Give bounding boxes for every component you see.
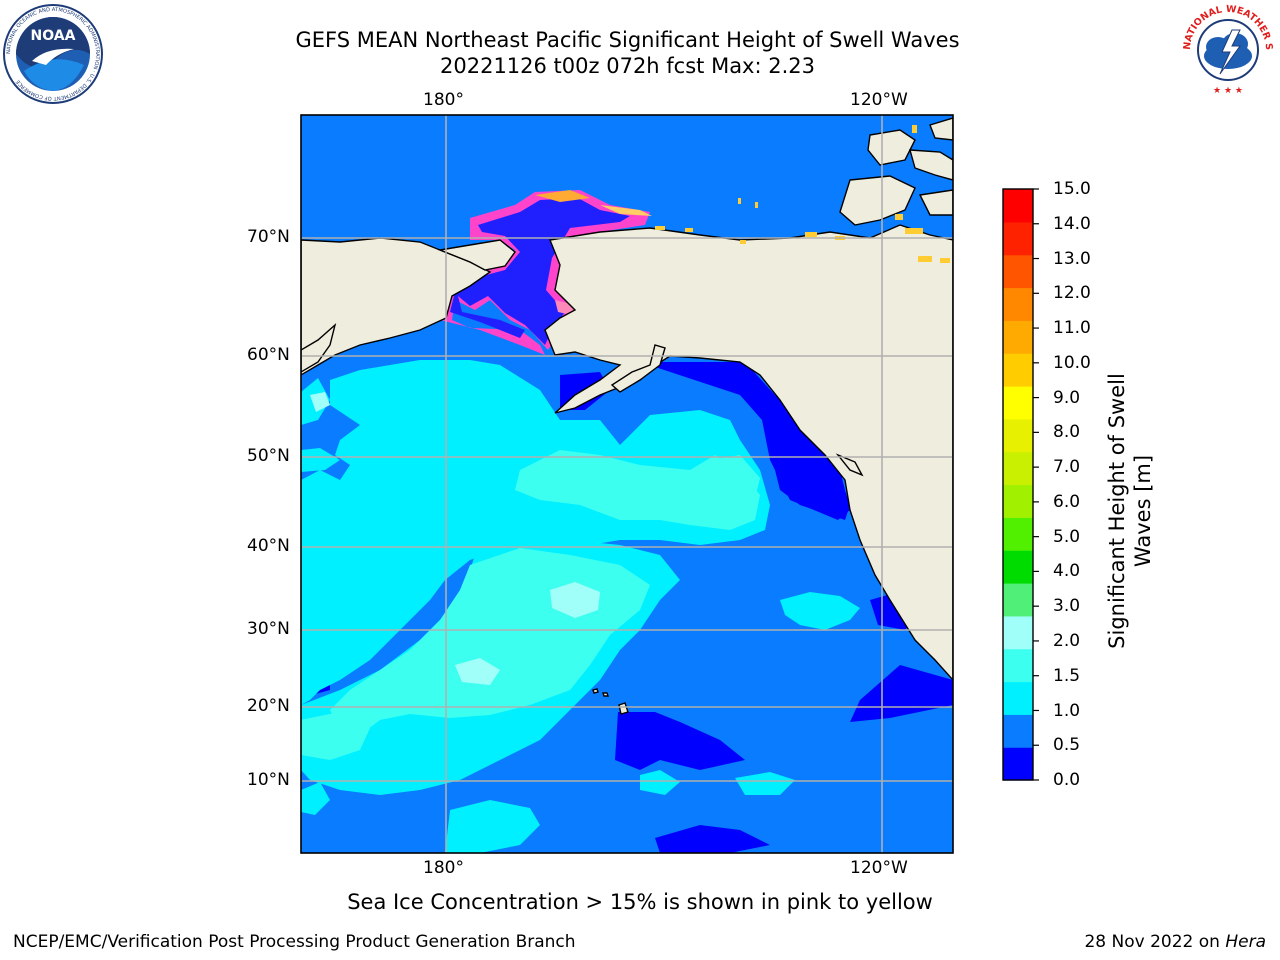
- colorbar-band: [1003, 221, 1033, 256]
- peak-swell-regions: [310, 392, 600, 685]
- colorbar-band: [1003, 320, 1033, 354]
- arctic-island-3: [839, 175, 916, 226]
- kamchatka-land: [301, 322, 337, 373]
- hawaii-big-island: [618, 702, 629, 715]
- land-masses: [301, 117, 953, 715]
- noaa-logo-text: NOAA: [31, 28, 76, 44]
- lat-label-40n: 40°N: [247, 536, 290, 556]
- colorbar-title: Significant Height of Swell Waves [m]: [1105, 373, 1155, 649]
- colorbar-tick-label: 0.0: [1053, 770, 1081, 790]
- colorbar-tick-label: 10.0: [1053, 352, 1091, 373]
- map-gridlines: [301, 115, 953, 853]
- map-title: GEFS MEAN Northeast Pacific Significant …: [295, 28, 960, 52]
- arctic-ice-fringe: [655, 125, 950, 263]
- footer-host: Hera: [1225, 932, 1266, 952]
- colorbar-tick-label: 15.0: [1053, 179, 1091, 199]
- colorbar-band: [1003, 681, 1033, 715]
- lon-label-top-180: 180°: [423, 90, 464, 110]
- colorbar-tick-label: 1.5: [1053, 665, 1081, 686]
- aleutian-edge: [610, 344, 666, 393]
- colorbar-band: [1003, 517, 1033, 551]
- map-content: [301, 115, 953, 853]
- colorbar-band: [1003, 648, 1033, 683]
- colorbar-tick-label: 8.0: [1053, 422, 1081, 443]
- colorbar-tick-label: 3.0: [1053, 596, 1081, 617]
- noaa-logo: NOAA NATIONAL OCEANIC AND ATMOSPHERIC AD…: [3, 4, 103, 104]
- arctic-island-5: [918, 189, 953, 216]
- lat-label-50n: 50°N: [247, 446, 290, 466]
- lat-label-70n: 70°N: [247, 227, 290, 247]
- colorbar-band: [1003, 451, 1033, 486]
- chukotka-land: [437, 239, 516, 271]
- footer-date: 28 Nov 2022 on Hera: [1084, 932, 1266, 952]
- colorbar-band: [1003, 386, 1033, 420]
- lat-label-60n: 60°N: [247, 345, 290, 365]
- colorbar-tick-marks: [1033, 188, 1039, 781]
- colorbar-band: [1003, 353, 1033, 387]
- lon-label-top-120w: 120°W: [850, 90, 908, 110]
- colorbar-tick-label: 13.0: [1053, 248, 1091, 269]
- map-frame: [300, 114, 954, 854]
- colorbar-tick-label: 14.0: [1053, 213, 1091, 234]
- colorbar-band: [1003, 583, 1033, 617]
- colorbar-band: [1003, 615, 1033, 650]
- colorbar-band: [1003, 714, 1033, 748]
- hawaii-islands: [592, 688, 609, 697]
- nws-logo: NATIONAL WEATHER SERVICE ★ ★ ★: [1176, 0, 1275, 97]
- colorbar-tick-label: 2.0: [1053, 630, 1081, 651]
- colorbar: [1003, 189, 1033, 781]
- colorbar-tick-label: 4.0: [1053, 561, 1081, 582]
- lat-label-20n: 20°N: [247, 696, 290, 716]
- colorbar-band: [1003, 189, 1033, 223]
- colorbar-tick-label: 12.0: [1053, 283, 1091, 304]
- colorbar-band: [1003, 747, 1033, 781]
- colorbar-band: [1003, 418, 1033, 453]
- colorbar-band: [1003, 254, 1033, 289]
- footer-credit: NCEP/EMC/Verification Post Processing Pr…: [13, 932, 576, 952]
- bering-ice-region: [440, 190, 652, 355]
- colorbar-tick-label: 5.0: [1053, 526, 1081, 547]
- colorbar-tick-label: 11.0: [1053, 318, 1091, 339]
- arctic-island-2: [929, 117, 953, 141]
- lon-label-bottom-120w: 120°W: [850, 858, 908, 878]
- footer-date-text: 28 Nov 2022 on: [1084, 932, 1226, 952]
- colorbar-tick-label: 9.0: [1053, 387, 1081, 408]
- colorbar-tick-label: 7.0: [1053, 457, 1081, 478]
- lat-label-30n: 30°N: [247, 619, 290, 639]
- lat-label-10n: 10°N: [247, 770, 290, 790]
- colorbar-band: [1003, 287, 1033, 321]
- colorbar-band: [1003, 550, 1033, 584]
- colorbar-band: [1003, 484, 1033, 518]
- map-subtitle: 20221126 t00z 072h fcst Max: 2.23: [440, 54, 815, 78]
- siberia-land: [301, 237, 492, 376]
- vancouver-island: [835, 453, 864, 477]
- colorbar-tick-label: 1.0: [1053, 700, 1081, 721]
- arctic-island-4: [909, 149, 953, 181]
- arctic-island-1: [867, 129, 916, 166]
- sea-ice-note: Sea Ice Concentration > 15% is shown in …: [347, 890, 933, 914]
- colorbar-tick-label: 0.5: [1053, 735, 1081, 756]
- svg-text:★ ★ ★: ★ ★ ★: [1213, 86, 1243, 96]
- colorbar-tick-label: 6.0: [1053, 491, 1081, 512]
- colorbar-frame: [1002, 188, 1034, 781]
- lon-label-bottom-180: 180°: [423, 858, 464, 878]
